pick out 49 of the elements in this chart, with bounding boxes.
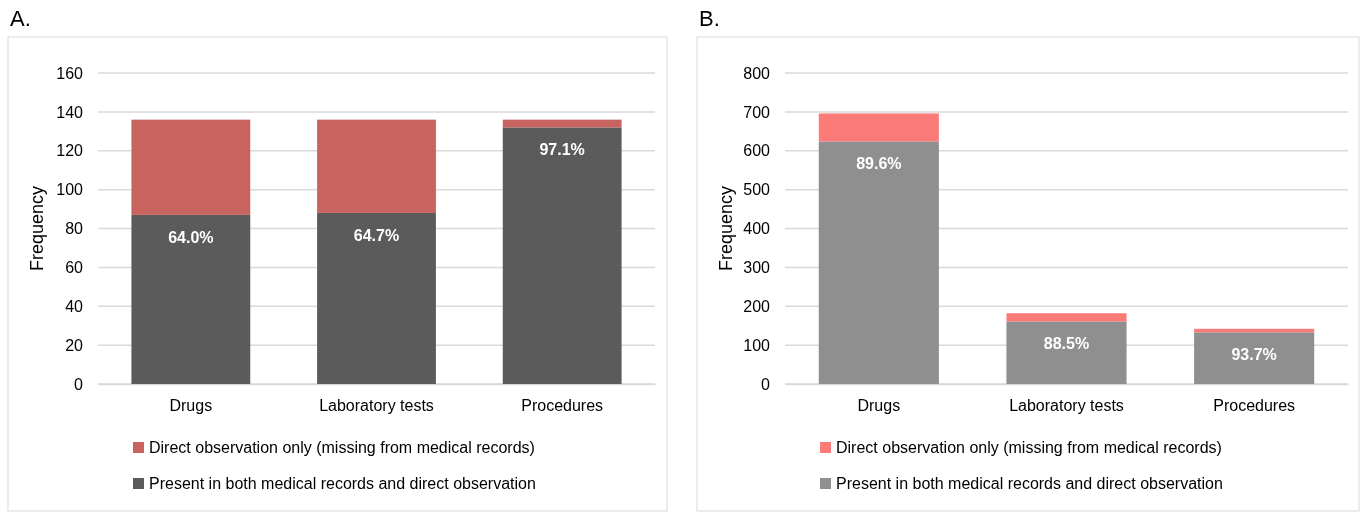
bar <box>818 141 939 384</box>
x-tick-label: Laboratory tests <box>1009 397 1124 415</box>
y-tick-label: 0 <box>74 375 84 393</box>
bar <box>317 119 436 213</box>
y-axis-title: Frequency <box>716 185 736 272</box>
annotation: 88.5% <box>1043 335 1090 353</box>
y-tick-label: 300 <box>743 258 771 276</box>
annotation: 97.1% <box>539 141 585 159</box>
bar <box>317 212 436 384</box>
y-tick-label: 40 <box>65 297 84 315</box>
y-axis-title: Frequency <box>27 185 47 272</box>
bar <box>131 214 251 384</box>
chart-title: A. <box>10 6 31 31</box>
bar <box>502 127 622 384</box>
y-tick-label: 100 <box>743 336 771 354</box>
bar <box>818 113 939 142</box>
y-tick-label: 800 <box>743 64 771 82</box>
x-tick-label: Procedures <box>521 397 604 415</box>
y-tick-label: 600 <box>743 142 771 160</box>
y-tick-label: 200 <box>743 297 771 315</box>
y-tick-label: 140 <box>56 103 84 121</box>
x-tick-label: Drugs <box>169 397 213 415</box>
legend-label: Present in both medical records and direct observation <box>149 475 536 492</box>
annotation: 93.7% <box>1231 346 1277 364</box>
y-tick-label: 120 <box>56 142 84 160</box>
bar <box>1006 321 1127 384</box>
y-tick-label: 80 <box>65 220 84 238</box>
x-tick-label: Procedures <box>1213 397 1296 415</box>
x-tick-label: Drugs <box>857 397 901 415</box>
legend-label: Present in both medical records and direct observation <box>836 475 1223 492</box>
y-tick-label: 400 <box>743 220 771 238</box>
legend-label: Direct observation only (missing from medical records) <box>836 439 1222 456</box>
bar <box>502 119 622 128</box>
y-tick-label: 160 <box>56 64 84 82</box>
y-tick-label: 0 <box>761 375 771 393</box>
chart-title: B. <box>699 6 720 31</box>
legend-label: Direct observation only (missing from medical records) <box>149 439 535 456</box>
y-tick-label: 100 <box>56 181 84 199</box>
annotation: 64.0% <box>168 228 214 246</box>
x-tick-label: Laboratory tests <box>319 397 434 415</box>
bar <box>131 119 251 215</box>
y-tick-label: 20 <box>65 336 84 354</box>
bar <box>1194 332 1315 384</box>
y-tick-label: 500 <box>743 181 771 199</box>
bar <box>1006 313 1127 322</box>
y-tick-label: 60 <box>65 258 84 276</box>
annotation: 89.6% <box>856 155 902 173</box>
annotation: 64.7% <box>353 226 400 244</box>
y-tick-label: 700 <box>743 103 771 121</box>
